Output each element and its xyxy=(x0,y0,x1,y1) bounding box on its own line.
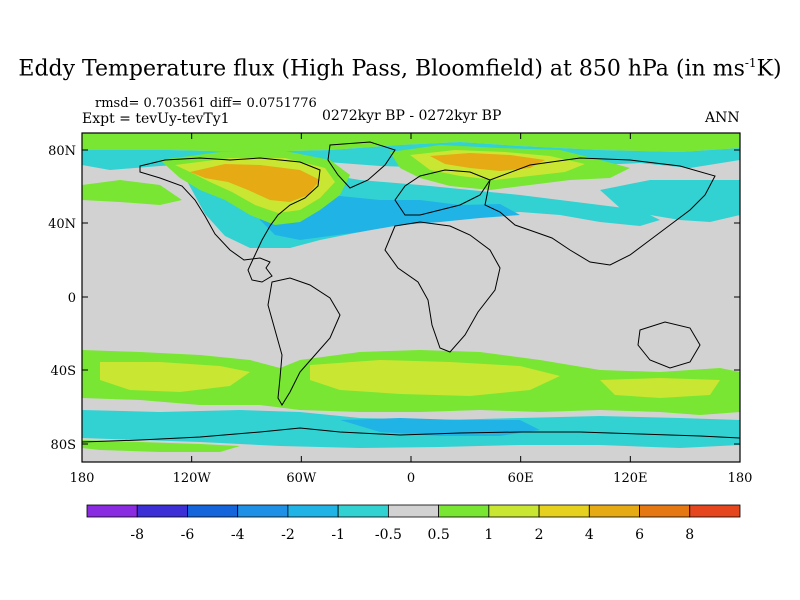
colorbar-box xyxy=(237,504,289,518)
map-title: Eddy Temperature flux (High Pass, Bloomf… xyxy=(18,56,782,82)
contour-pacific-green xyxy=(82,180,182,205)
coast-africa xyxy=(384,221,501,353)
lon-tick-label: 0 xyxy=(407,471,415,486)
lon-tick-label: 60W xyxy=(286,471,317,486)
stats-label: rmsd= 0.703561 diff= 0.0751776 xyxy=(95,96,317,111)
coast-antarctica xyxy=(82,427,740,443)
contour-arctic-green xyxy=(82,133,740,152)
colorbar-box xyxy=(387,504,440,518)
coast-asia xyxy=(484,157,716,266)
lat-tick-label: 40N xyxy=(48,217,76,232)
colorbar-box xyxy=(689,504,741,518)
colorbar-box xyxy=(187,504,239,518)
colorbar-box xyxy=(639,504,691,518)
colorbar-box xyxy=(588,504,640,518)
lat-tick-label: 40S xyxy=(51,364,76,379)
colorbar-label: -0.5 xyxy=(375,527,402,543)
colorbar-label: 4 xyxy=(585,527,594,543)
coastlines xyxy=(82,141,740,443)
contour-antarctic-green xyxy=(82,440,240,452)
colorbar-box xyxy=(488,504,540,518)
colorbar-box xyxy=(538,504,590,518)
colorbar-label: -2 xyxy=(281,527,295,543)
colorbar-label: -1 xyxy=(331,527,345,543)
lat-tick-label: 0 xyxy=(68,291,76,306)
lat-tick-label: 80S xyxy=(51,438,76,453)
colorbar-label: -8 xyxy=(130,527,144,543)
contour-so-yellow-2 xyxy=(310,360,560,396)
coast-south-america xyxy=(267,277,341,406)
colorbar-label: 0.5 xyxy=(427,527,449,543)
coast-north-america xyxy=(139,157,321,283)
lon-tick-label: 180 xyxy=(728,471,753,486)
longitude-axis: 180 120W 60W 0 60E 120E 180 xyxy=(70,133,753,486)
contour-eu-orange xyxy=(430,153,545,171)
colorbar-box xyxy=(438,504,490,518)
coast-greenland xyxy=(327,141,396,189)
contour-so-yellow-3 xyxy=(600,378,720,398)
lon-tick-label: 120E xyxy=(613,471,647,486)
experiment-label: Expt = tevUy-tevTy1 xyxy=(82,111,230,127)
latitude-axis: 80N 40N 0 40S 80S xyxy=(48,144,740,453)
colorbar-box xyxy=(86,504,138,518)
period-label: 0272kyr BP - 0272kyr BP xyxy=(322,108,502,124)
lon-tick-label: 60E xyxy=(508,471,534,486)
coast-australia xyxy=(637,321,701,369)
lon-tick-label: 120W xyxy=(173,471,212,486)
colorbar-label: -4 xyxy=(231,527,245,543)
colorbar-box xyxy=(337,504,389,518)
coast-europe xyxy=(394,169,491,216)
colorbar-label: -6 xyxy=(181,527,195,543)
lon-tick-label: 180 xyxy=(70,471,95,486)
colorbar-label: 1 xyxy=(484,527,493,543)
colorbar-label: 6 xyxy=(635,527,644,543)
contour-pacific-teal xyxy=(600,180,740,222)
colorbar-box xyxy=(136,504,188,518)
contour-so-blue xyxy=(340,418,540,436)
colorbar-box xyxy=(287,504,339,518)
colorbar-label: 8 xyxy=(685,527,694,543)
colorbar-label: 2 xyxy=(535,527,544,543)
season-label: ANN xyxy=(705,110,740,126)
contour-so-yellow xyxy=(100,362,250,392)
lat-tick-label: 80N xyxy=(48,144,76,159)
contour-na-orange xyxy=(190,164,320,202)
